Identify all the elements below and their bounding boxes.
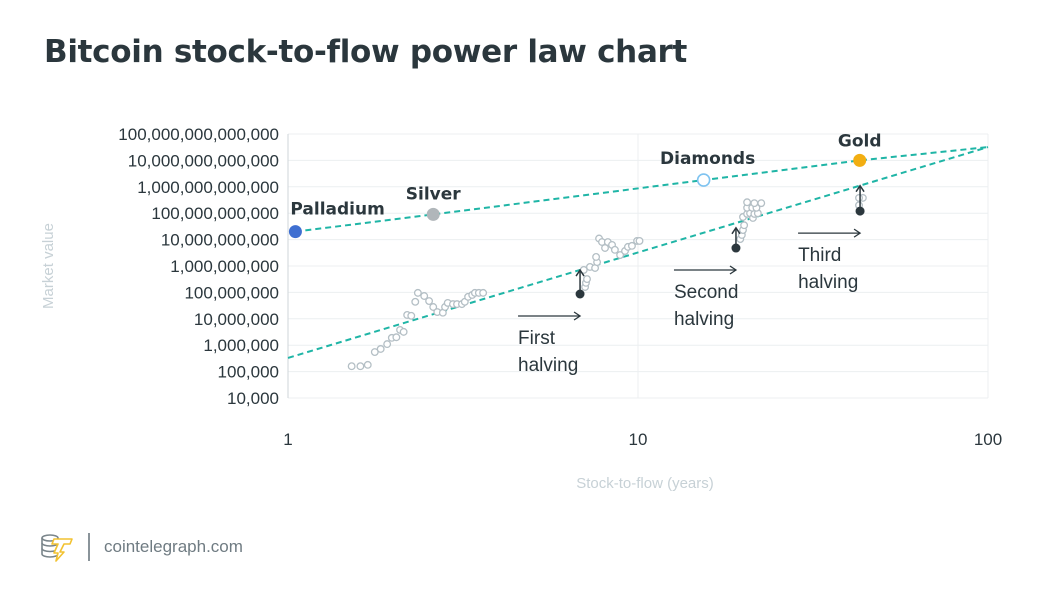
halving-arrowhead	[575, 268, 585, 277]
halving-label: halving	[674, 309, 734, 330]
bitcoin-data-point	[383, 340, 392, 349]
y-tick-label: 10,000,000	[194, 310, 279, 329]
y-tick-label: 1,000,000	[203, 336, 279, 355]
halving-right-arrowhead	[853, 228, 862, 238]
y-tick-label: 10,000,000,000,000	[128, 151, 279, 170]
bitcoin-data-point	[592, 253, 601, 261]
trend-line	[295, 146, 989, 233]
commodity-point	[426, 207, 440, 221]
bitcoin-data-point	[750, 199, 759, 208]
bitcoin-data-point	[420, 292, 429, 300]
x-tick-label: 10	[629, 430, 648, 449]
trend-line	[287, 146, 989, 359]
footer: cointelegraph.com	[40, 532, 243, 562]
bitcoin-data-point	[635, 236, 644, 245]
commodity-label: Gold	[838, 131, 882, 151]
site-link[interactable]: cointelegraph.com	[104, 537, 243, 556]
commodity-label: Diamonds	[660, 149, 755, 169]
bitcoin-data-point	[583, 275, 591, 284]
y-axis-label: Market value	[40, 223, 57, 309]
bitcoin-data-point	[347, 362, 356, 371]
commodity-label: Palladium	[290, 200, 384, 220]
bitcoin-data-point	[392, 333, 401, 342]
footer-divider	[88, 533, 90, 561]
y-tick-label: 100,000,000	[184, 283, 279, 302]
halving-label: Second	[674, 282, 738, 303]
halving-label: halving	[518, 355, 578, 376]
y-tick-label: 100,000,000,000	[151, 204, 279, 223]
halving-right-arrowhead	[573, 311, 582, 321]
y-tick-label: 100,000,000,000,000	[118, 125, 279, 144]
bitcoin-data-point	[616, 251, 625, 259]
bitcoin-data-point	[356, 362, 365, 371]
y-tick-label: 10,000	[227, 389, 279, 408]
bitcoin-data-point	[479, 288, 488, 297]
commodity-label: Silver	[406, 184, 462, 204]
bitcoin-data-point	[855, 193, 863, 202]
y-tick-label: 10,000,000,000	[161, 231, 279, 250]
y-tick-label: 1,000,000,000,000	[137, 178, 279, 197]
bitcoin-data-point	[413, 288, 422, 297]
halving-right-arrowhead	[729, 265, 738, 275]
commodity-point	[853, 153, 867, 167]
halving-arrowhead	[731, 226, 741, 235]
halving-label: Third	[798, 245, 841, 266]
halving-arrowhead	[855, 184, 865, 193]
commodity-point	[696, 173, 711, 187]
bitcoin-data-point	[376, 345, 385, 353]
halving-label: First	[518, 328, 556, 349]
x-tick-label: 1	[283, 430, 292, 449]
bitcoin-data-point	[610, 245, 619, 254]
bitcoin-data-point	[425, 297, 434, 306]
commodity-point	[288, 225, 302, 239]
halving-point	[731, 243, 741, 253]
bitcoin-data-point	[743, 198, 752, 207]
bitcoin-data-point	[740, 221, 749, 230]
halving-point	[575, 289, 585, 299]
x-axis-label: Stock-to-flow (years)	[576, 475, 714, 492]
bitcoin-data-point	[363, 360, 372, 369]
x-tick-label: 100	[974, 430, 1002, 449]
bitcoin-data-point	[370, 348, 379, 357]
bitcoin-data-point	[628, 241, 636, 250]
bitcoin-data-point	[411, 297, 420, 306]
halving-label: halving	[798, 272, 858, 293]
bitcoin-data-point	[407, 311, 416, 320]
halving-point	[855, 206, 865, 216]
y-tick-label: 100,000	[218, 363, 279, 382]
y-tick-label: 1,000,000,000	[170, 257, 279, 276]
bitcoin-data-point	[429, 303, 438, 311]
chart-title: Bitcoin stock-to-flow power law chart	[44, 34, 688, 70]
bitcoin-data-point	[757, 199, 766, 208]
cointelegraph-logo-icon	[41, 534, 73, 562]
bitcoin-data-point	[399, 327, 408, 336]
